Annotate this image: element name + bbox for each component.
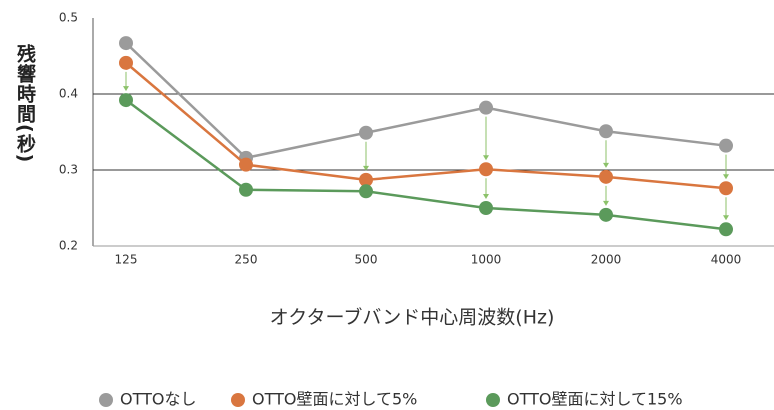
- x-tick-label: 250: [235, 253, 258, 267]
- arrow-head: [123, 86, 129, 92]
- data-point: [719, 181, 733, 196]
- x-tick-label: 1000: [471, 253, 502, 267]
- x-tick-label: 2000: [591, 253, 622, 267]
- data-point: [599, 124, 613, 139]
- y-tick-label: 0.5: [59, 11, 78, 25]
- legend-marker: [231, 393, 245, 407]
- x-tick-label: 125: [115, 253, 138, 267]
- y-axis-label: 残響時間(秒): [14, 44, 36, 164]
- arrow-head: [363, 165, 369, 171]
- data-point: [719, 138, 733, 153]
- legend-label: OTTOなし: [120, 390, 196, 409]
- data-point: [479, 162, 493, 177]
- data-point: [479, 100, 493, 115]
- x-tick-label: 4000: [711, 253, 742, 267]
- data-point: [239, 182, 253, 197]
- data-point: [359, 125, 373, 140]
- legend-marker: [486, 393, 500, 407]
- data-point: [599, 207, 613, 222]
- series-line: [125, 99, 727, 231]
- data-point: [239, 157, 253, 172]
- arrow-head: [483, 155, 489, 161]
- data-point: [359, 184, 373, 199]
- data-point: [599, 169, 613, 184]
- arrow-head: [483, 194, 489, 199]
- y-tick-label: 0.3: [59, 163, 78, 177]
- legend-label: OTTO壁面に対して5%: [252, 390, 417, 409]
- data-point: [119, 36, 133, 51]
- series-line: [125, 42, 727, 160]
- arrow-head: [723, 174, 729, 180]
- data-point: [479, 201, 493, 215]
- legend-marker: [99, 393, 113, 407]
- legend-label: OTTO壁面に対して15%: [507, 390, 683, 409]
- data-point: [719, 222, 733, 237]
- series-line: [125, 61, 727, 190]
- arrow-head: [603, 200, 609, 206]
- data-point: [119, 93, 133, 108]
- y-tick-label: 0.4: [59, 87, 78, 101]
- x-axis-label: オクターブバンド中心周波数(Hz): [270, 306, 555, 329]
- data-point: [119, 55, 133, 70]
- x-tick-label: 500: [355, 253, 378, 267]
- data-point: [359, 172, 373, 187]
- arrow-head: [723, 215, 729, 221]
- arrow-head: [603, 162, 609, 168]
- y-tick-label: 0.2: [59, 239, 78, 253]
